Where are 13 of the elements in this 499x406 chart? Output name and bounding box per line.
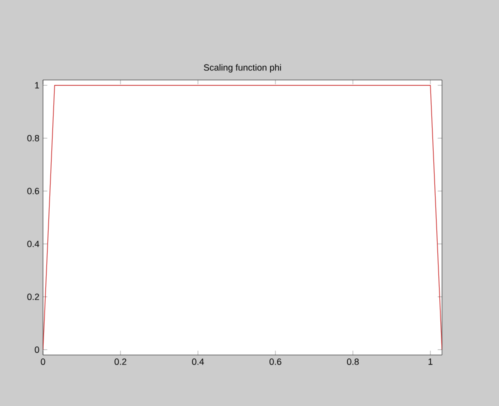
y-tick-label: 0.2 bbox=[27, 294, 40, 300]
x-tick-label: 0 bbox=[40, 358, 46, 365]
y-tick-label: 0.4 bbox=[27, 240, 40, 248]
y-tick-label: 0.6 bbox=[27, 188, 40, 194]
x-tick-label: 0.2 bbox=[114, 358, 126, 365]
y-tick-label: 1 bbox=[35, 82, 40, 88]
x-tick-label: 0.4 bbox=[192, 358, 204, 365]
y-tick-label: 0 bbox=[34, 346, 40, 353]
x-tick-label: 0.6 bbox=[270, 358, 282, 365]
y-tick-label: 0.8 bbox=[27, 134, 40, 142]
chart-title: Scaling function phi bbox=[204, 64, 281, 72]
x-tick-label: 0.8 bbox=[346, 358, 359, 365]
x-tick-label: 1 bbox=[428, 358, 432, 365]
